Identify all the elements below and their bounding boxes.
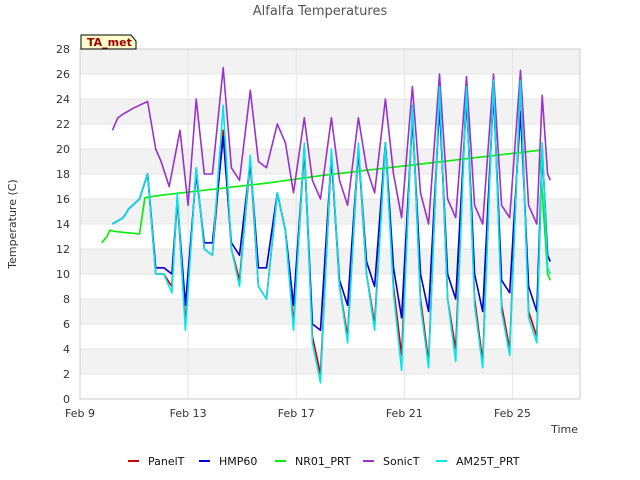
- plot-frame: [79, 48, 581, 400]
- y-tick-label: 28: [56, 43, 70, 56]
- badge-label: TA_met: [87, 36, 132, 49]
- y-tick-label: 24: [56, 93, 70, 106]
- chart-title: Alfalfa Temperatures: [253, 4, 388, 19]
- x-tick-label: Feb 13: [170, 407, 207, 420]
- y-tick-label: 4: [63, 343, 70, 356]
- y-tick-label: 0: [63, 393, 70, 406]
- x-tick-label: Feb 17: [278, 407, 315, 420]
- y-tick-label: 26: [56, 68, 70, 81]
- band: [80, 199, 580, 224]
- y-axis-label: Temperature (C): [6, 179, 19, 269]
- y-tick-label: 2: [63, 368, 70, 381]
- series-line-am25t-prt: [111, 79, 552, 384]
- y-tick-label: 18: [56, 168, 70, 181]
- band: [80, 374, 580, 399]
- y-tick-label: 20: [56, 143, 70, 156]
- legend-label: AM25T_PRT: [456, 455, 520, 468]
- series-line-nr01-prt: [100, 149, 552, 281]
- band: [80, 49, 580, 74]
- legend: PanelT HMP60 NR01_PRT SonicT AM25T_PRT: [128, 455, 520, 468]
- series-layer: [100, 67, 552, 384]
- band: [80, 274, 580, 299]
- band: [80, 299, 580, 324]
- band: [80, 74, 580, 99]
- legend-label: HMP60: [219, 455, 257, 468]
- legend-label: NR01_PRT: [295, 455, 351, 468]
- band: [80, 99, 580, 124]
- x-axis-label: Time: [550, 423, 578, 436]
- y-tick-label: 8: [63, 293, 70, 306]
- band: [80, 224, 580, 249]
- x-tick-label: Feb 21: [386, 407, 423, 420]
- legend-label: SonicT: [383, 455, 420, 468]
- y-tick-label: 22: [56, 118, 70, 131]
- y-tick-label: 10: [56, 268, 70, 281]
- x-tick-label: Feb 25: [494, 407, 531, 420]
- y-tick-label: 16: [56, 193, 70, 206]
- series-line-sonict: [111, 67, 552, 225]
- plot-area: [80, 49, 580, 399]
- x-tick-label: Feb 9: [65, 407, 95, 420]
- y-tick-label: 12: [56, 243, 70, 256]
- y-tick-label: 14: [56, 218, 70, 231]
- x-axis-ticks: Feb 9 Feb 13 Feb 17 Feb 21 Feb 25: [65, 407, 531, 420]
- y-tick-label: 6: [63, 318, 70, 331]
- band: [80, 324, 580, 349]
- band: [80, 249, 580, 274]
- band: [80, 349, 580, 374]
- ta-met-badge: TA_met: [80, 34, 137, 50]
- legend-label: PanelT: [148, 455, 185, 468]
